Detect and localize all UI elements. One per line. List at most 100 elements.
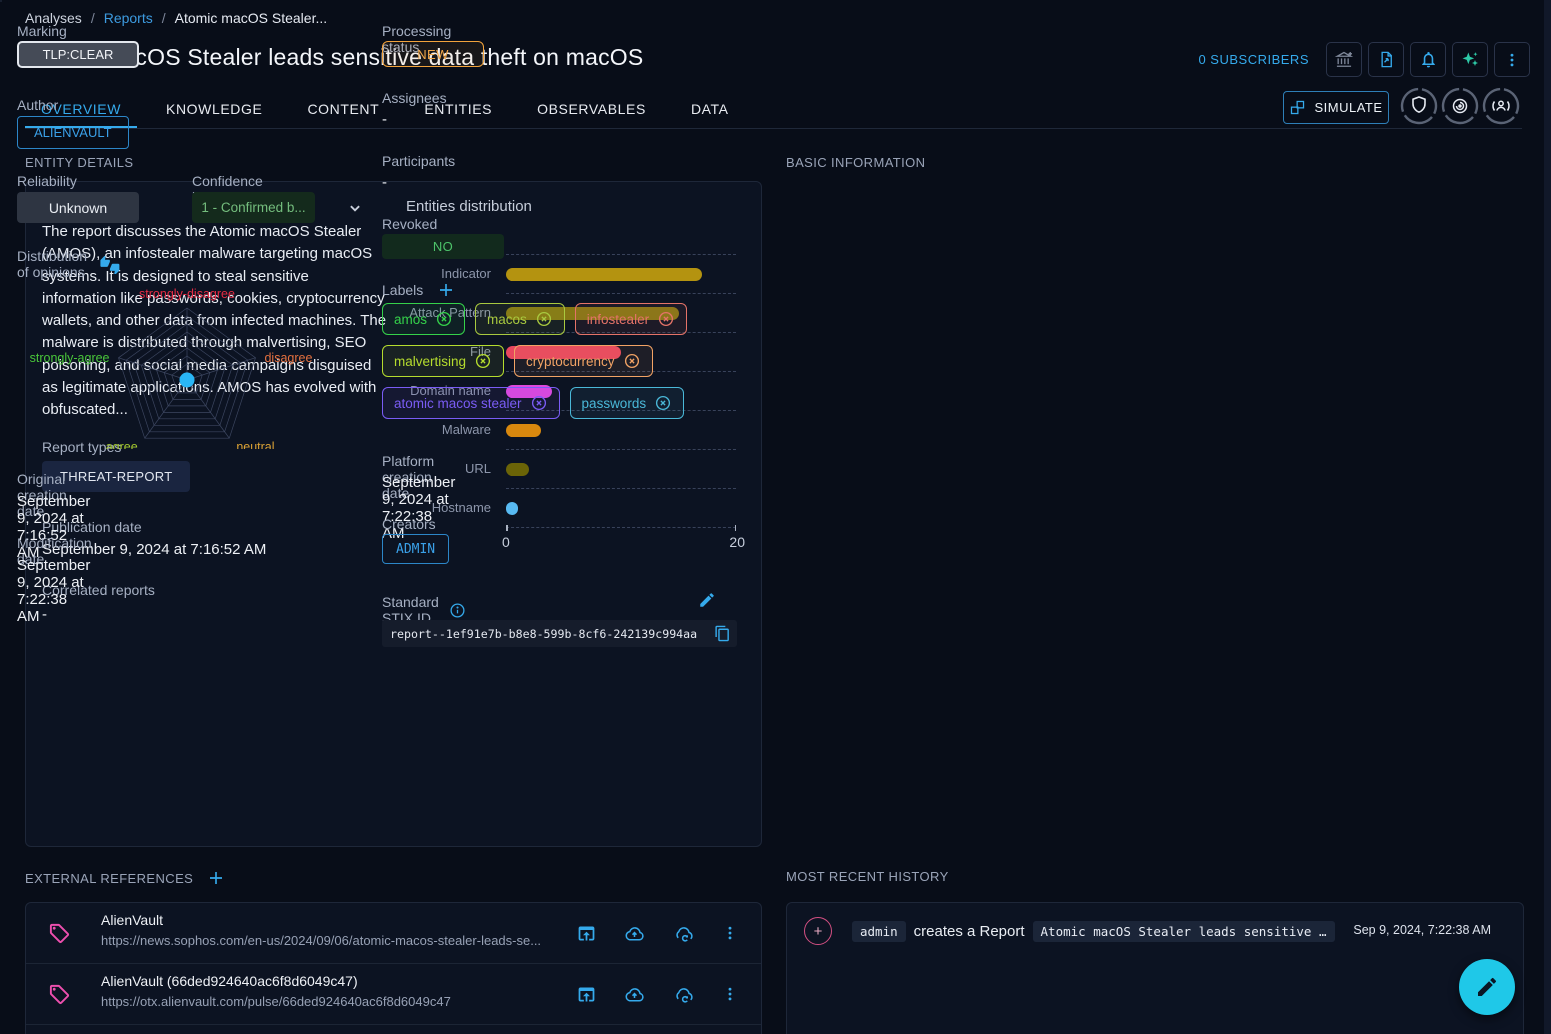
edit-fab-button[interactable]: [1459, 959, 1515, 1015]
tab-knowledge[interactable]: KNOWLEDGE: [166, 101, 263, 117]
reference-url[interactable]: https://otx.alienvault.com/pulse/66ded92…: [101, 994, 451, 1009]
label-chip[interactable]: passwords: [569, 387, 685, 419]
security-posture-gauge[interactable]: [1400, 87, 1438, 125]
kebab-menu-icon[interactable]: [721, 924, 739, 942]
label-chip[interactable]: amos: [382, 303, 466, 335]
chevron-down-icon[interactable]: [344, 197, 366, 219]
cloud-upload-icon[interactable]: [623, 983, 646, 1006]
bar-segment[interactable]: [506, 345, 621, 359]
subscribers-count[interactable]: 0 SUBSCRIBERS: [1198, 52, 1309, 67]
distribution-row: Malware: [406, 410, 736, 449]
original-creation-date-label: Original creation date: [17, 471, 67, 519]
platform-creation-date-value: September 9, 2024 at 7:22:38 AM: [382, 474, 456, 542]
opinions-label: Distribution of opinions: [17, 248, 120, 280]
simulate-button[interactable]: SIMULATE: [1283, 91, 1389, 124]
distribution-row: Domain name: [406, 371, 736, 410]
tag-icon: [48, 922, 71, 945]
breadcrumb-analyses[interactable]: Analyses: [25, 10, 82, 26]
add-label-icon[interactable]: [437, 281, 455, 299]
cloud-sync-icon[interactable]: [672, 983, 695, 1006]
platform-creation-date-label: Platform creation date: [382, 453, 435, 501]
revoked-chip: NO: [382, 234, 504, 259]
reference-name: AlienVault: [101, 912, 164, 928]
creator-chip[interactable]: ADMIN: [382, 534, 450, 564]
remove-label-icon[interactable]: [657, 310, 675, 328]
tab-bar: OVERVIEW KNOWLEDGE CONTENT ENTITIES OBSE…: [25, 90, 758, 129]
external-reference-row[interactable]: AlienVault (66ded924640ac6f8d6049c47) htt…: [26, 964, 761, 1025]
radar-axis-label: strongly-disagree: [139, 287, 235, 301]
bar-segment[interactable]: [506, 267, 702, 281]
victimology-gauge[interactable]: [1482, 87, 1520, 125]
cloud-sync-icon[interactable]: [672, 922, 695, 945]
remove-label-icon[interactable]: [623, 352, 641, 370]
more-options-button[interactable]: [1494, 42, 1530, 77]
external-references-title: EXTERNAL REFERENCES: [25, 870, 194, 886]
bar-track: [506, 488, 736, 527]
breadcrumb-separator: /: [161, 10, 166, 26]
tab-entities[interactable]: ENTITIES: [424, 101, 493, 117]
label-text: malvertising: [394, 353, 467, 369]
reference-url[interactable]: https://news.sophos.com/en-us/2024/09/06…: [101, 933, 542, 948]
cloud-upload-icon[interactable]: [623, 922, 646, 945]
participants-value: -: [382, 174, 387, 191]
bar-segment[interactable]: [506, 462, 529, 476]
bar-category-label: Hostname: [431, 500, 491, 515]
assignees-value: -: [382, 111, 387, 128]
external-reference-row[interactable]: AlienVault https://news.sophos.com/en-us/…: [26, 903, 761, 964]
author-chip[interactable]: ALIENVAULT: [17, 116, 129, 149]
label-chip[interactable]: malvertising: [382, 345, 505, 377]
tab-observables[interactable]: OBSERVABLES: [537, 101, 646, 117]
radar-ring: [163, 355, 211, 400]
bar-segment[interactable]: [506, 423, 541, 437]
modification-date-label: Modification date: [17, 535, 92, 567]
label-chip[interactable]: atomic macos stealer: [382, 387, 560, 419]
export-report-button[interactable]: [1368, 42, 1404, 77]
vertical-scrollbar[interactable]: [1544, 0, 1551, 1034]
radar-ring: [118, 307, 256, 439]
stix-id-row: report--1ef91e7b-b8e8-599b-8cf6-242139c9…: [382, 620, 737, 647]
label-text: cryptocurrency: [526, 353, 615, 369]
correlated-reports-label: Correlated reports: [42, 582, 155, 598]
ai-sparkles-icon: [1460, 50, 1480, 70]
tab-data[interactable]: DATA: [690, 101, 729, 117]
distribution-row: File: [406, 332, 736, 371]
basic-information-header: BASIC INFORMATION: [786, 155, 925, 170]
add-to-organization-button[interactable]: [1326, 42, 1362, 77]
distribution-row: URL: [406, 449, 736, 488]
label-chip[interactable]: infostealer: [574, 303, 688, 335]
copy-icon[interactable]: [714, 625, 731, 642]
remove-label-icon[interactable]: [474, 352, 492, 370]
tab-overview[interactable]: OVERVIEW: [25, 90, 138, 129]
tab-content[interactable]: CONTENT: [307, 101, 380, 117]
kebab-menu-icon[interactable]: [721, 985, 739, 1003]
remove-label-icon[interactable]: [530, 394, 548, 412]
label-text: macos: [487, 311, 527, 327]
reference-actions: [576, 983, 739, 1006]
participants-label: Participants: [382, 153, 456, 169]
remove-label-icon[interactable]: [435, 310, 453, 328]
radar-axis-label: disagree: [264, 351, 312, 365]
radar-spoke: [118, 357, 188, 381]
open-in-browser-icon[interactable]: [576, 923, 597, 944]
marking-chip[interactable]: TLP:CLEAR: [17, 41, 139, 68]
add-external-reference-icon[interactable]: [207, 869, 225, 887]
report-type-chip: THREAT-REPORT: [42, 461, 191, 492]
breadcrumb-reports[interactable]: Reports: [103, 10, 153, 26]
breadcrumb-separator: /: [90, 10, 95, 26]
thumbs-up-down-icon[interactable]: [99, 255, 120, 274]
info-icon[interactable]: [449, 602, 466, 619]
revoked-label: Revoked: [382, 216, 438, 232]
remove-label-icon[interactable]: [535, 310, 553, 328]
entities-distribution-chart: Indicator Attack Pattern File Domain name Ma…: [406, 254, 736, 527]
remove-label-icon[interactable]: [654, 394, 672, 412]
ai-assistant-button[interactable]: [1452, 42, 1488, 77]
history-header: MOST RECENT HISTORY: [786, 869, 949, 884]
bar-segment[interactable]: [506, 501, 518, 515]
label-chip[interactable]: cryptocurrency: [514, 345, 653, 377]
notifications-button[interactable]: [1410, 42, 1446, 77]
label-chip[interactable]: macos: [475, 303, 565, 335]
activity-gauge[interactable]: [1441, 87, 1479, 125]
open-in-browser-icon[interactable]: [576, 984, 597, 1005]
edit-pencil-icon[interactable]: [698, 591, 716, 609]
entity-details-title: ENTITY DETAILS: [25, 155, 134, 170]
